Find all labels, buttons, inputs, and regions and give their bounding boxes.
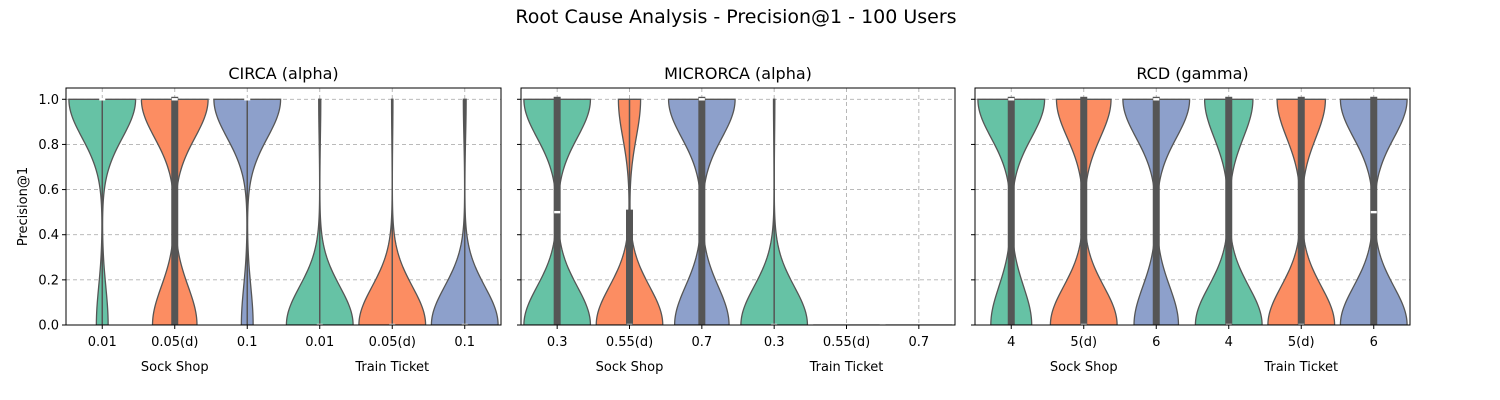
violin-median	[1298, 323, 1305, 325]
violin-median	[554, 210, 561, 214]
violin-box	[1007, 96, 1015, 325]
x-tick-label: 0.55(d)	[606, 335, 653, 350]
y-tick-label: 0.2	[38, 273, 59, 288]
violin-layer	[523, 96, 953, 325]
chart-panel: RCD (gamma) 4 5(d) 6 4 5(d) 6 Sock Shop Train Ti…	[971, 64, 1411, 375]
group-label: Sock Shop	[141, 360, 209, 375]
x-tick-label: 4	[1225, 335, 1233, 350]
violin-box	[626, 209, 633, 325]
violin-box	[1225, 96, 1233, 325]
violin-median	[99, 98, 106, 101]
violin-median	[1370, 210, 1377, 214]
x-tick-label: 0.3	[547, 335, 568, 350]
panel-title: MICRORCA (alpha)	[664, 64, 812, 83]
violin-layer	[977, 96, 1408, 325]
y-tick-label: 0.0	[38, 319, 59, 334]
x-tick-label: 4	[1007, 335, 1015, 350]
panel-title: RCD (gamma)	[1136, 64, 1248, 83]
panel-title: CIRCA (alpha)	[228, 64, 338, 83]
x-tick-label: 0.1	[237, 335, 258, 350]
violin-box	[1370, 96, 1378, 325]
x-tick-label: 0.7	[908, 335, 929, 350]
group-label: Sock Shop	[1050, 360, 1118, 375]
violin-box	[1152, 96, 1160, 325]
x-tick-label: 0.1	[454, 335, 475, 350]
violin-box	[1297, 96, 1305, 325]
violin-box	[1080, 96, 1088, 325]
axes-frame	[974, 87, 1411, 326]
violin-median	[1080, 323, 1087, 325]
violin-box	[698, 96, 706, 325]
figure-title: Root Cause Analysis - Precision@1 - 100 …	[515, 6, 956, 28]
violin-median	[244, 98, 251, 101]
group-label: Train Ticket	[354, 360, 429, 375]
violin-median	[698, 98, 705, 101]
x-tick-label: 0.55(d)	[823, 335, 870, 350]
y-tick-label: 0.8	[38, 138, 59, 153]
group-label: Train Ticket	[809, 360, 884, 375]
violin-box	[553, 96, 561, 325]
group-label: Train Ticket	[1263, 360, 1338, 375]
y-tick-label: 0.4	[38, 228, 59, 243]
axes-frame	[520, 87, 956, 326]
x-tick-label: 0.05(d)	[369, 335, 416, 350]
x-tick-label: 0.05(d)	[151, 335, 198, 350]
x-tick-label: 5(d)	[1070, 335, 1097, 350]
x-tick-label: 5(d)	[1288, 335, 1315, 350]
violin-box	[171, 96, 179, 325]
violin-median	[1225, 323, 1232, 325]
violin-median	[771, 323, 778, 325]
y-axis-label: Precision@1	[16, 167, 31, 246]
x-tick-label: 0.01	[88, 335, 117, 350]
x-tick-label: 0.3	[764, 335, 785, 350]
y-tick-label: 0.6	[38, 183, 59, 198]
x-tick-label: 0.01	[305, 335, 334, 350]
violin-median	[626, 323, 633, 325]
chart-panel: CIRCA (alpha) 0.0 0.2 0.4 0.6 0.8 1.0 Precision…	[16, 64, 502, 375]
x-tick-label: 6	[1370, 335, 1378, 350]
violin-median	[171, 98, 178, 101]
group-label: Sock Shop	[596, 360, 664, 375]
violin-median	[316, 323, 323, 325]
axes-frame	[65, 87, 502, 326]
violin-layer	[68, 96, 499, 325]
violin-median	[1153, 98, 1160, 101]
x-tick-label: 0.7	[691, 335, 712, 350]
violin-median	[461, 323, 468, 325]
violin-median	[1008, 98, 1015, 101]
y-tick-label: 1.0	[38, 93, 59, 108]
x-tick-label: 6	[1152, 335, 1160, 350]
violin-median	[389, 323, 396, 325]
panels: CIRCA (alpha) 0.0 0.2 0.4 0.6 0.8 1.0 Precision…	[16, 64, 1411, 375]
chart-panel: MICRORCA (alpha) 0.3 0.55(d) 0.7 0.3 0.55(d) 0…	[517, 64, 956, 375]
